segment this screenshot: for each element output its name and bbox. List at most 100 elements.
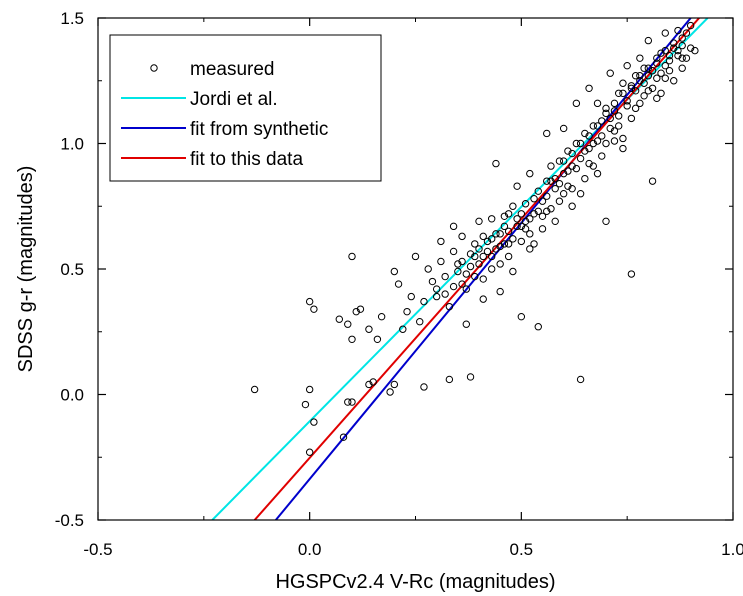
data-point <box>589 122 597 130</box>
data-point <box>390 267 399 276</box>
data-point <box>686 44 695 52</box>
data-point <box>432 292 441 301</box>
data-point <box>339 433 348 441</box>
data-point <box>344 398 352 406</box>
data-point <box>521 225 530 233</box>
data-point <box>386 388 394 396</box>
data-point <box>636 72 644 80</box>
data-point <box>551 174 559 183</box>
data-point <box>572 99 581 108</box>
data-point <box>462 270 470 278</box>
data-point <box>407 292 415 301</box>
data-point <box>543 177 551 185</box>
y-tick-label: 1.0 <box>60 135 84 154</box>
data-point <box>445 375 454 384</box>
data-point <box>661 29 669 37</box>
data-point <box>488 252 496 261</box>
data-point <box>559 169 568 178</box>
data-point <box>615 122 623 130</box>
data-point <box>488 235 496 243</box>
data-point <box>657 69 665 77</box>
data-point <box>449 282 458 291</box>
data-point <box>500 240 509 248</box>
data-point <box>678 41 686 50</box>
data-point <box>458 232 466 241</box>
data-point <box>551 184 559 193</box>
x-tick-label: 1.0 <box>721 540 743 559</box>
data-point <box>623 61 631 70</box>
data-point <box>441 272 449 281</box>
data-point <box>462 285 470 293</box>
data-point <box>657 89 665 98</box>
data-point <box>475 245 483 253</box>
data-point <box>504 240 513 248</box>
data-point <box>555 197 564 205</box>
data-point <box>517 210 526 218</box>
data-point <box>665 67 674 75</box>
y-axis-title: SDSS g-r (magnitudes) <box>15 166 37 373</box>
data-point <box>619 79 627 87</box>
data-point <box>627 82 636 90</box>
data-point <box>619 134 627 143</box>
data-point <box>466 262 475 271</box>
data-point <box>585 84 593 92</box>
data-point <box>665 51 674 60</box>
data-point <box>538 197 547 205</box>
data-point <box>483 237 492 246</box>
data-point <box>348 398 356 406</box>
data-point <box>686 21 695 30</box>
data-point <box>589 162 597 170</box>
data-point <box>589 139 597 148</box>
data-point <box>466 373 475 381</box>
data-point <box>615 112 623 120</box>
data-point <box>458 257 466 266</box>
data-point <box>598 132 606 140</box>
data-point <box>568 202 576 210</box>
data-point <box>619 89 627 98</box>
data-point <box>644 72 653 80</box>
data-point <box>420 383 428 391</box>
data-point <box>576 190 585 198</box>
data-point <box>631 104 640 113</box>
data-point <box>534 207 542 215</box>
data-point <box>250 385 259 394</box>
data-point <box>466 250 475 258</box>
y-tick-label: 0.5 <box>60 260 84 279</box>
data-point <box>348 252 356 261</box>
data-point <box>602 109 610 118</box>
data-point <box>500 212 509 220</box>
data-point <box>555 157 564 165</box>
data-point <box>670 77 678 85</box>
data-point <box>674 26 682 35</box>
data-point <box>674 46 682 55</box>
data-point <box>458 280 466 288</box>
data-point <box>496 260 504 268</box>
data-point <box>648 67 657 75</box>
series-line-fit-from-synthetic <box>275 18 692 520</box>
data-point <box>504 227 513 236</box>
data-point <box>479 252 487 261</box>
data-point <box>454 267 462 276</box>
data-point <box>416 318 424 326</box>
data-point <box>534 323 542 331</box>
data-point <box>627 84 636 92</box>
data-point <box>551 217 559 226</box>
data-point <box>581 147 589 155</box>
data-point <box>500 222 509 231</box>
data-point <box>509 202 517 210</box>
data-point <box>678 64 686 72</box>
data-point <box>479 275 487 283</box>
x-tick-label: 0.5 <box>510 540 534 559</box>
data-point <box>344 320 352 328</box>
data-point <box>636 99 644 108</box>
data-point <box>373 335 382 343</box>
data-point <box>437 237 445 246</box>
data-point <box>598 117 606 125</box>
data-point <box>530 210 538 218</box>
data-point <box>627 114 636 123</box>
data-point <box>449 222 458 231</box>
data-point <box>644 36 653 45</box>
data-point <box>670 44 678 52</box>
data-point <box>335 315 343 323</box>
